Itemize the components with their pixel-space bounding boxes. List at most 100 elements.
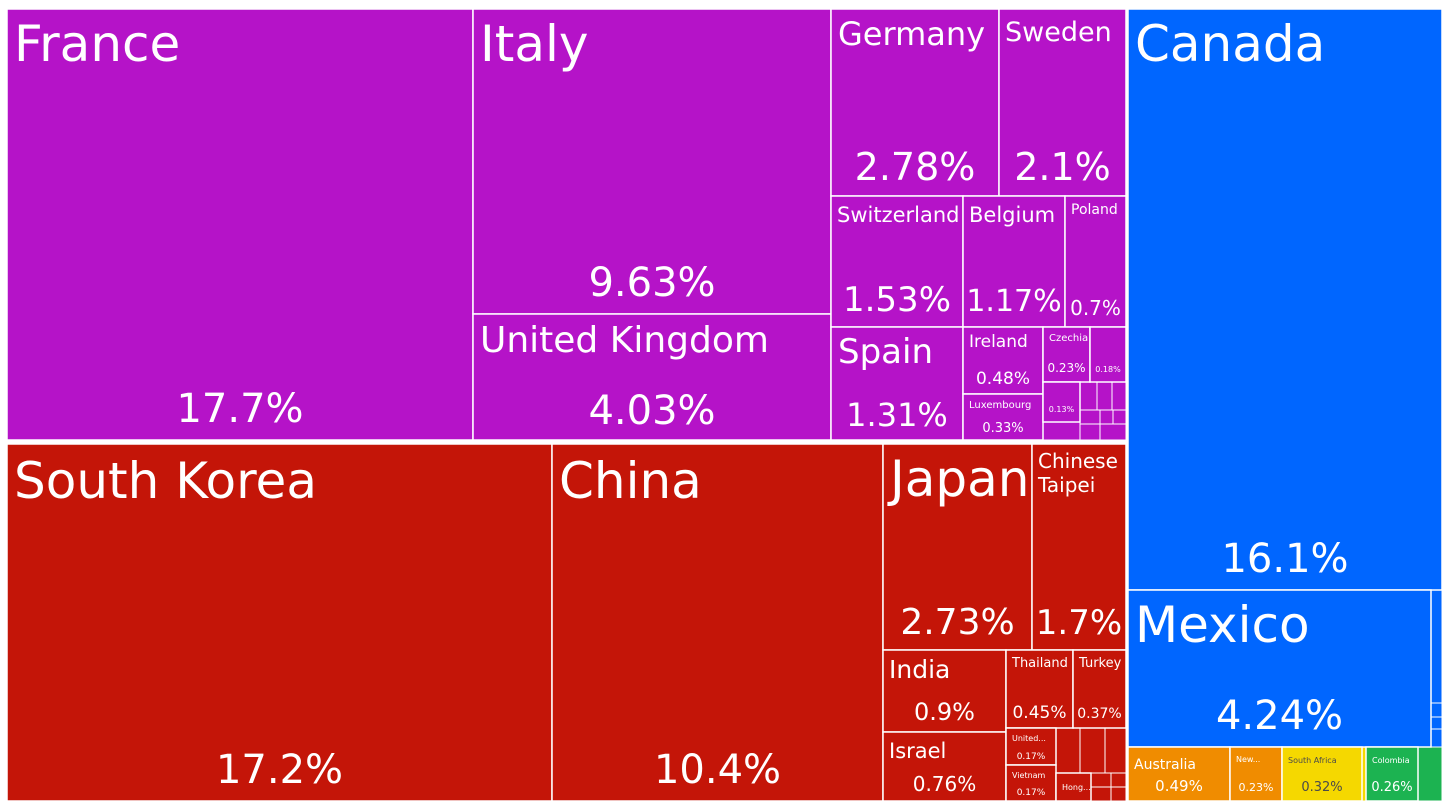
tile-label: China <box>559 452 702 510</box>
tile-germany[interactable]: Germany 2.78% <box>830 8 1000 197</box>
tile-label: Czechia <box>1049 333 1088 344</box>
tile-label: Canada <box>1135 15 1325 73</box>
tile-united-kingdom[interactable]: United Kingdom 4.03% <box>472 313 832 441</box>
tile-rect <box>1042 381 1081 423</box>
tile-value: 1.53% <box>843 280 951 320</box>
small-tile <box>1079 423 1101 441</box>
tile-united-arab[interactable]: United... 0.17% <box>1005 727 1057 766</box>
tile-rect <box>1072 649 1127 729</box>
small-tile <box>1099 409 1114 425</box>
tile-label: Sweden <box>1005 17 1112 48</box>
small-tile <box>1079 409 1101 425</box>
tile-rect <box>1089 326 1127 383</box>
tile-poland[interactable]: Poland 0.7% <box>1064 195 1127 328</box>
small-tile <box>1430 716 1443 730</box>
tile-rect <box>1055 772 1092 802</box>
tile-label: Hong... <box>1062 783 1091 792</box>
tile-eu-small-1[interactable]: 0.18% <box>1089 326 1127 383</box>
tile-label: South Africa <box>1288 756 1337 765</box>
tile-rect <box>882 649 1007 733</box>
tile-spain[interactable]: Spain 1.31% <box>830 326 964 441</box>
tile-sweden[interactable]: Sweden 2.1% <box>998 8 1127 197</box>
tile-value: 1.31% <box>846 396 948 434</box>
tile-value: 2.1% <box>1014 145 1111 189</box>
tile-label: Belgium <box>969 203 1055 227</box>
tile-value: 0.33% <box>982 421 1023 436</box>
tile-label: Spain <box>838 332 933 372</box>
tile-value: 2.73% <box>900 602 1014 643</box>
tile-value: 2.78% <box>855 145 976 189</box>
tile-rect <box>1365 746 1419 802</box>
tile-value: 4.03% <box>588 388 715 434</box>
tile-czechia[interactable]: Czechia 0.23% <box>1042 326 1091 383</box>
small-tile <box>1111 381 1127 411</box>
tile-france[interactable]: France 17.7% <box>6 8 474 441</box>
tile-ireland[interactable]: Ireland 0.48% <box>962 326 1044 395</box>
tile-rect <box>1005 727 1057 766</box>
small-tile <box>1079 727 1106 774</box>
tile-israel[interactable]: Israel 0.76% <box>882 731 1007 802</box>
tile-china[interactable]: China 10.4% <box>551 443 884 802</box>
small-tile <box>1110 786 1127 802</box>
tile-rect <box>1005 649 1074 729</box>
tile-label: Taipei <box>1037 473 1095 497</box>
tile-value: 0.7% <box>1070 296 1121 320</box>
tile-japan[interactable]: Japan 2.73% <box>882 443 1033 651</box>
small-tile <box>1430 589 1443 704</box>
tile-label: India <box>889 655 950 684</box>
tile-label: Thailand <box>1011 656 1068 671</box>
tile-label: South Korea <box>14 452 317 510</box>
tile-vietnam[interactable]: Vietnam 0.17% <box>1005 764 1057 802</box>
tile-label: Italy <box>480 15 588 73</box>
tile-eu-small-2[interactable]: 0.13% <box>1042 381 1081 423</box>
tile-india[interactable]: India 0.9% <box>882 649 1007 733</box>
tile-label: Colombia <box>1372 756 1410 765</box>
tile-rect <box>551 443 884 802</box>
tile-rect <box>998 8 1127 197</box>
tile-value: 0.23% <box>1047 361 1085 375</box>
tile-label: France <box>14 15 180 73</box>
tile-south-africa[interactable]: South Africa 0.32% <box>1281 746 1363 802</box>
tile-rect <box>472 313 832 441</box>
tile-luxembourg[interactable]: Luxembourg 0.33% <box>962 393 1044 441</box>
tile-canada[interactable]: Canada 16.1% <box>1127 8 1443 591</box>
tile-australia[interactable]: Australia 0.49% <box>1127 746 1231 802</box>
tile-mexico[interactable]: Mexico 4.24% <box>1127 589 1432 748</box>
tile-rect <box>882 731 1007 802</box>
small-tile <box>1099 423 1127 441</box>
tile-rect <box>6 8 474 441</box>
small-tile <box>1090 772 1112 788</box>
tile-value: 0.76% <box>913 772 977 796</box>
tile-italy[interactable]: Italy 9.63% <box>472 8 832 315</box>
tile-rect <box>1031 443 1127 651</box>
tile-colombia[interactable]: Colombia 0.26% <box>1365 746 1419 802</box>
tile-turkey[interactable]: Turkey 0.37% <box>1072 649 1127 729</box>
tile-value: 10.4% <box>654 747 781 793</box>
tile-value: 0.17% <box>1017 752 1046 762</box>
tile-switzerland[interactable]: Switzerland 1.53% <box>830 195 964 328</box>
tile-label: New... <box>1236 755 1260 764</box>
tile-south-korea[interactable]: South Korea 17.2% <box>6 443 553 802</box>
tile-value: 0.45% <box>1012 703 1066 723</box>
small-tile <box>1112 409 1127 425</box>
tile-rect <box>1281 746 1363 802</box>
tile-new-zealand[interactable]: New... 0.23% <box>1229 746 1283 802</box>
small-tile <box>1430 702 1443 718</box>
tile-thailand[interactable]: Thailand 0.45% <box>1005 649 1074 729</box>
tile-value: 0.9% <box>914 698 975 726</box>
tile-label: Vietnam <box>1012 771 1046 780</box>
tile-rect <box>6 443 553 802</box>
tile-hong-kong[interactable]: Hong... <box>1055 772 1092 802</box>
tile-value: 0.37% <box>1077 706 1121 722</box>
group-separator <box>7 440 1126 444</box>
small-tile <box>1042 421 1081 441</box>
small-tile <box>1096 381 1113 411</box>
tile-rect <box>962 326 1044 395</box>
tile-rect <box>962 195 1066 328</box>
small-tile <box>1090 786 1112 802</box>
tile-rect <box>1005 764 1057 802</box>
tile-belgium[interactable]: Belgium 1.17% <box>962 195 1066 328</box>
tile-label: United... <box>1012 734 1046 743</box>
tile-rect <box>830 195 964 328</box>
